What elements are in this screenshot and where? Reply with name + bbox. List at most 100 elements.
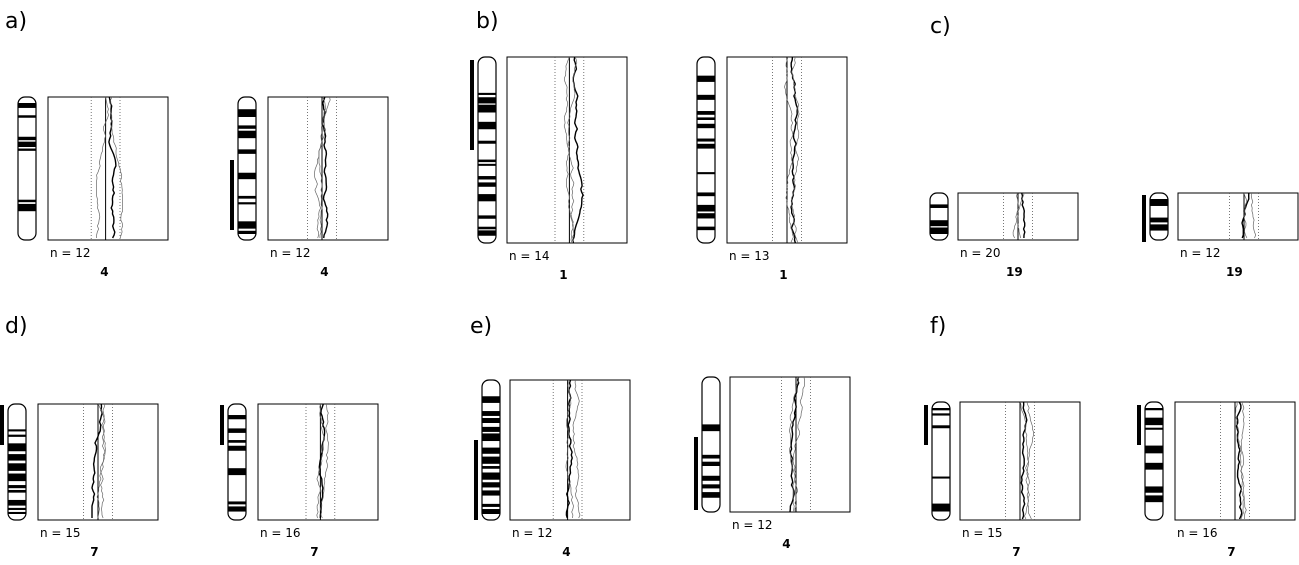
ideogram-band xyxy=(697,213,715,219)
ideogram-band xyxy=(702,424,720,432)
region-bar xyxy=(230,160,234,230)
sample-count: n = 14 xyxy=(509,249,550,263)
ideogram-band xyxy=(238,202,256,205)
profile-curve xyxy=(110,96,123,239)
profile-curve xyxy=(1240,401,1247,519)
ideogram-band xyxy=(697,94,715,100)
profile-curve xyxy=(100,403,106,519)
ideogram-band xyxy=(1150,199,1168,206)
chromosome-number: 7 xyxy=(1012,545,1020,559)
ideogram-band xyxy=(478,194,496,202)
ideogram-band xyxy=(482,472,500,480)
region-bar xyxy=(694,437,698,510)
ideogram-band xyxy=(482,396,500,403)
ideogram-band xyxy=(1150,224,1168,231)
ideogram-band xyxy=(702,475,720,481)
profile-curve xyxy=(1235,401,1243,520)
ideogram-band xyxy=(930,227,948,234)
ideogram xyxy=(931,401,951,521)
profile-curve xyxy=(318,96,331,239)
ideogram-band xyxy=(930,220,948,227)
region-bar xyxy=(1137,405,1141,445)
chromosome-number: 1 xyxy=(559,268,567,282)
ideogram-band xyxy=(478,230,496,236)
ideogram-band xyxy=(238,195,256,199)
sample-count: n = 12 xyxy=(512,526,553,540)
ideogram-band xyxy=(478,97,496,104)
profile-curve xyxy=(1016,192,1025,239)
region-bar xyxy=(220,405,224,445)
profile-curve xyxy=(96,96,109,238)
ideogram-band xyxy=(18,115,36,118)
sample-count: n = 15 xyxy=(962,526,1003,540)
ideogram-band xyxy=(697,143,715,149)
ideogram-band xyxy=(478,215,496,219)
ideogram-band xyxy=(697,123,715,129)
profile-curve xyxy=(572,56,584,244)
ideogram-band xyxy=(702,454,720,459)
ideogram-band xyxy=(1145,427,1163,430)
profile-box xyxy=(1177,192,1299,241)
ideogram-band xyxy=(18,103,36,108)
ideogram-band xyxy=(18,199,36,203)
ideogram-band xyxy=(478,140,496,144)
ideogram-band xyxy=(482,426,500,432)
profile-curve xyxy=(563,56,575,244)
ideogram-band xyxy=(1145,462,1163,470)
ideogram-band xyxy=(238,125,256,129)
region-bar xyxy=(924,405,928,445)
region-bar xyxy=(1142,195,1146,242)
chromosome-number: 19 xyxy=(1006,265,1023,279)
profile-curve xyxy=(789,376,800,512)
ideogram-band xyxy=(238,172,256,180)
panel-label: f) xyxy=(930,314,946,339)
sample-count: n = 12 xyxy=(50,246,91,260)
region-bar xyxy=(474,440,478,520)
ideogram-band xyxy=(697,117,715,120)
sample-count: n = 12 xyxy=(1180,246,1221,260)
ideogram-band xyxy=(228,501,246,505)
ideogram-band xyxy=(697,226,715,231)
profile-curve xyxy=(1243,192,1248,239)
ideogram-band xyxy=(238,130,256,139)
chromosome-number: 4 xyxy=(100,265,108,279)
profile-curve xyxy=(91,403,103,518)
profile-curve xyxy=(565,379,574,519)
ideogram-band xyxy=(1150,217,1168,223)
ideogram-band xyxy=(18,203,36,212)
profile-curve xyxy=(792,376,805,513)
profile-curve xyxy=(1025,401,1034,520)
ideogram-band xyxy=(697,192,715,197)
profile-curve xyxy=(784,56,794,244)
ideogram-band xyxy=(697,75,715,82)
ideogram-band xyxy=(228,415,246,420)
sample-count: n = 20 xyxy=(960,246,1001,260)
sample-count: n = 16 xyxy=(1177,526,1218,540)
ideogram-band xyxy=(1145,408,1163,411)
ideogram-band xyxy=(482,447,500,454)
panel-label: c) xyxy=(930,14,951,39)
sample-count: n = 13 xyxy=(729,249,770,263)
profile-box xyxy=(267,96,389,241)
ideogram-band xyxy=(482,482,500,488)
ideogram-band xyxy=(228,440,246,443)
ideogram-band xyxy=(478,121,496,130)
sample-count: n = 12 xyxy=(270,246,311,260)
ideogram-band xyxy=(478,182,496,187)
ideogram-band xyxy=(702,492,720,498)
region-bar xyxy=(470,60,474,150)
ideogram-band xyxy=(702,461,720,467)
ideogram-band xyxy=(8,511,26,514)
ideogram-band xyxy=(8,454,26,461)
chromosome-number: 4 xyxy=(320,265,328,279)
ideogram xyxy=(17,96,37,241)
ideogram-band xyxy=(697,204,715,212)
chromosome-number: 1 xyxy=(779,268,787,282)
ideogram-band xyxy=(238,149,256,154)
profile-curve xyxy=(1020,401,1028,520)
ideogram-band xyxy=(1145,445,1163,454)
ideogram-band xyxy=(228,428,246,433)
sample-count: n = 16 xyxy=(260,526,301,540)
ideogram-band xyxy=(932,476,950,479)
ideogram-band xyxy=(8,473,26,482)
